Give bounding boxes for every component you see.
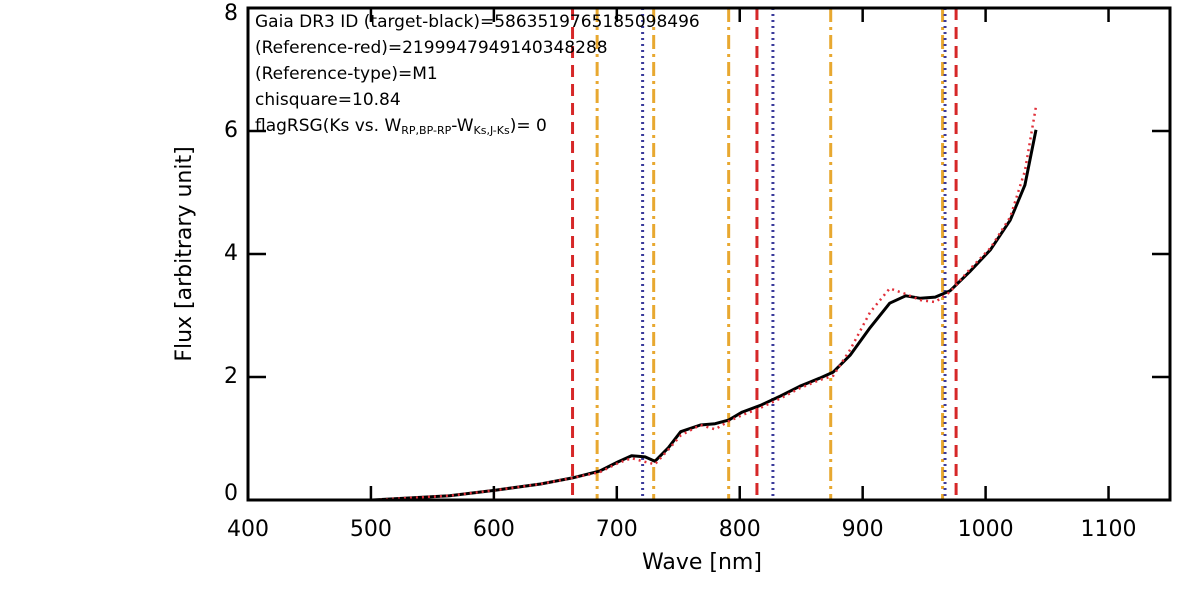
x-tick-label: 1100 — [1081, 517, 1137, 542]
annotation-part: )= 0 — [510, 116, 547, 136]
annotation-subscript: Ks,J-Ks — [474, 124, 510, 137]
x-tick-label: 500 — [350, 517, 392, 542]
data-line — [248, 106, 1038, 502]
y-tick-label: 6 — [224, 118, 238, 143]
x-tick-label: 900 — [842, 517, 884, 542]
x-axis-label: Wave [nm] — [642, 550, 762, 575]
annotation: (Reference-type)=M1 — [255, 64, 438, 84]
y-tick-label: 0 — [224, 481, 238, 506]
annotation: chisquare=10.84 — [255, 90, 401, 110]
x-tick-label: 700 — [596, 517, 638, 542]
x-tick-label: 600 — [473, 517, 515, 542]
y-tick-label: 8 — [224, 1, 238, 26]
x-tick-label: 400 — [227, 517, 269, 542]
annotation: (Reference-red)=2199947949140348288 — [255, 38, 608, 58]
annotation-part: flagRSG(Ks vs. W — [255, 116, 401, 136]
x-tick-label: 1000 — [958, 517, 1014, 542]
y-axis-label: Flux [arbitrary unit] — [172, 146, 197, 361]
annotation: flagRSG(Ks vs. WRP,BP-RP-WKs,J-Ks)= 0 — [255, 116, 547, 137]
annotation-part: -W — [451, 116, 473, 136]
y-tick-label: 2 — [224, 364, 238, 389]
y-tick-label: 4 — [224, 241, 238, 266]
annotation: Gaia DR3 ID (target-black)=5863519765185… — [255, 12, 700, 32]
data-line — [248, 129, 1038, 502]
annotation-subscript: RP,BP-RP — [401, 124, 451, 137]
x-tick-label: 800 — [719, 517, 761, 542]
